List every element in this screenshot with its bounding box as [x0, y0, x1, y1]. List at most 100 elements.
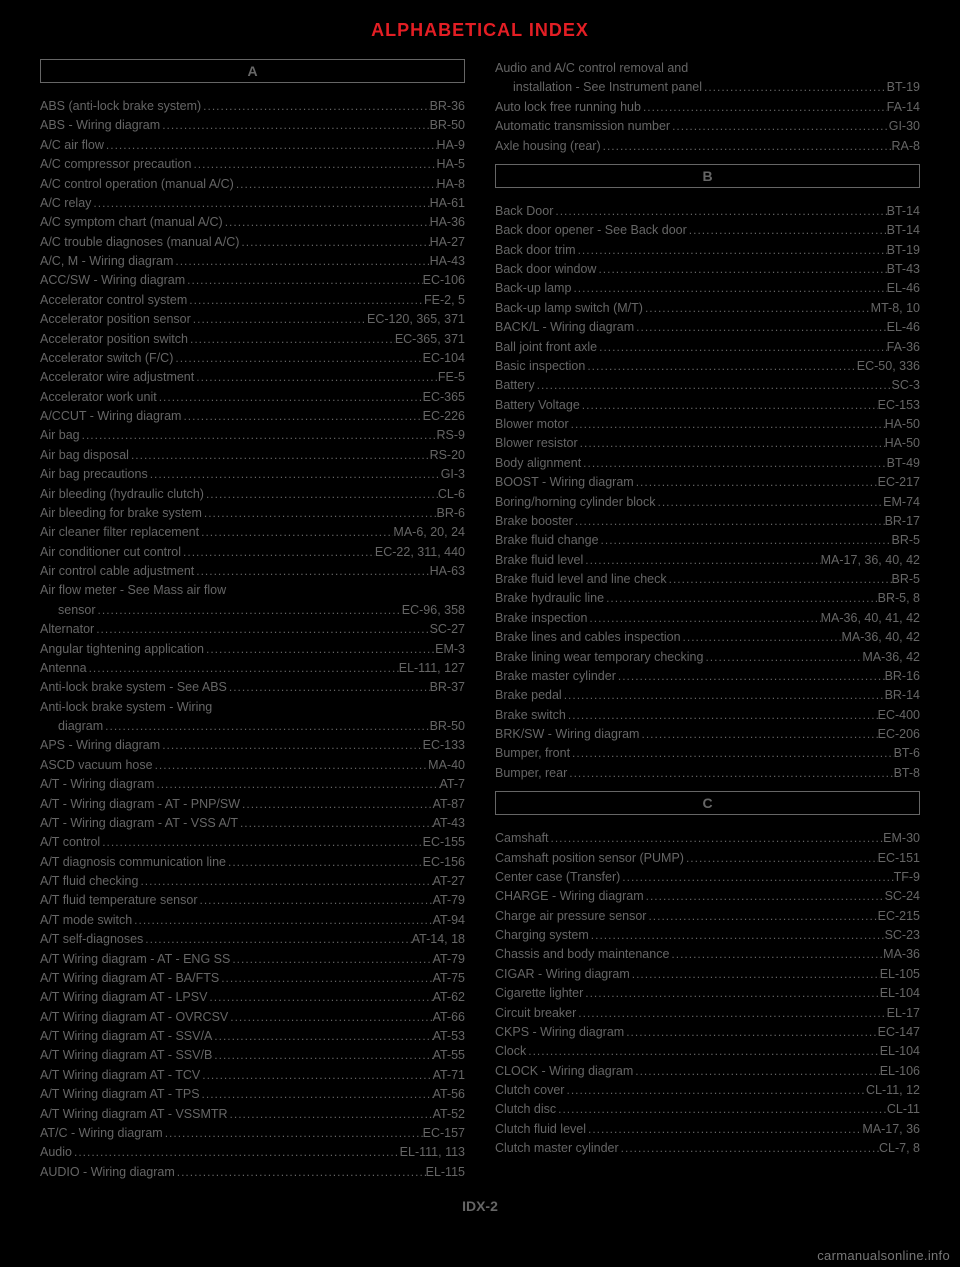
- index-entry-label: Air bag: [40, 426, 80, 445]
- index-entry-page: BT-8: [894, 764, 920, 783]
- index-entry-page: SC-23: [885, 926, 920, 945]
- index-entry-page: EC-365, 371: [395, 330, 465, 349]
- index-entry: Center case (Transfer)..................…: [495, 868, 920, 887]
- index-entry-page: AT-79: [433, 950, 465, 969]
- index-entry: Clutch cover............................…: [495, 1081, 920, 1100]
- index-entry-page: AT-66: [433, 1008, 465, 1027]
- index-entry: A/C control operation (manual A/C)......…: [40, 175, 465, 194]
- index-entry-page: EC-400: [878, 706, 920, 725]
- leader-dots: ........................................…: [191, 310, 367, 329]
- leader-dots: ........................................…: [562, 686, 885, 705]
- index-entry-label: CKPS - Wiring diagram: [495, 1023, 624, 1042]
- index-entry-label: A/T Wiring diagram AT - TCV: [40, 1066, 200, 1085]
- leader-dots: ........................................…: [223, 213, 430, 232]
- leader-dots: ........................................…: [100, 833, 422, 852]
- leader-dots: ........................................…: [188, 330, 395, 349]
- index-entry: A/T - Wiring diagram....................…: [40, 775, 465, 794]
- index-entry-label: Audio and A/C control removal and: [495, 59, 688, 78]
- leader-dots: ........................................…: [616, 667, 885, 686]
- index-entry-page: CL-11, 12: [866, 1081, 920, 1100]
- index-entry-label: Air bleeding for brake system: [40, 504, 202, 523]
- index-entry-label: ACC/SW - Wiring diagram: [40, 271, 185, 290]
- index-entry-label: Back door trim: [495, 241, 576, 260]
- index-entry: Brake switch............................…: [495, 706, 920, 725]
- index-entry: Brake booster...........................…: [495, 512, 920, 531]
- leader-dots: ........................................…: [87, 659, 399, 678]
- index-entry: Brake fluid level and line check........…: [495, 570, 920, 589]
- index-entry: Circuit breaker.........................…: [495, 1004, 920, 1023]
- page: ALPHABETICAL INDEX A ABS (anti-lock brak…: [0, 0, 960, 1242]
- index-entry-page: EC-104: [423, 349, 465, 368]
- index-entry: Air cleaner filter replacement..........…: [40, 523, 465, 542]
- leader-dots: ........................................…: [624, 1023, 877, 1042]
- index-entry: Accelerator work unit...................…: [40, 388, 465, 407]
- index-entry-label: Brake fluid level and line check: [495, 570, 667, 589]
- leader-dots: ........................................…: [104, 136, 437, 155]
- index-entry-page: HA-43: [430, 252, 465, 271]
- index-entry-label: APS - Wiring diagram: [40, 736, 160, 755]
- leader-dots: ........................................…: [586, 1120, 862, 1139]
- leader-dots: ........................................…: [597, 338, 887, 357]
- index-entry-page: BT-14: [887, 221, 920, 240]
- index-entry-label: A/T - Wiring diagram: [40, 775, 154, 794]
- leader-dots: ........................................…: [219, 969, 432, 988]
- leader-dots: ........................................…: [646, 907, 877, 926]
- index-entry: AT/C - Wiring diagram...................…: [40, 1124, 465, 1143]
- index-entry-page: EL-104: [880, 984, 920, 1003]
- leader-dots: ........................................…: [585, 357, 856, 376]
- index-entry: A/T self-diagnoses......................…: [40, 930, 465, 949]
- index-entry-label: A/T Wiring diagram - AT - ENG SS: [40, 950, 230, 969]
- index-entry: Brake lining wear temporary checking....…: [495, 648, 920, 667]
- index-entry: Back-up lamp switch (M/T)...............…: [495, 299, 920, 318]
- leader-dots: ........................................…: [207, 988, 432, 1007]
- index-entry-page: EM-74: [883, 493, 920, 512]
- index-entry: A/T Wiring diagram AT - TPS.............…: [40, 1085, 465, 1104]
- index-entry-label: Back Door: [495, 202, 553, 221]
- index-entry-label: Battery Voltage: [495, 396, 580, 415]
- index-entry-label: Air flow meter - See Mass air flow: [40, 581, 226, 600]
- index-entry-page: HA-63: [430, 562, 465, 581]
- footer-source: carmanualsonline.info: [0, 1242, 960, 1267]
- index-entry-page: AT-55: [433, 1046, 465, 1065]
- leader-dots: ........................................…: [132, 911, 432, 930]
- index-entry: Charging system.........................…: [495, 926, 920, 945]
- index-entry-page: GI-3: [441, 465, 465, 484]
- index-entry-label: Accelerator position switch: [40, 330, 188, 349]
- leader-dots: ........................................…: [564, 1081, 866, 1100]
- leader-dots: ........................................…: [526, 1042, 879, 1061]
- index-entry-label: Back door window: [495, 260, 596, 279]
- leader-dots: ........................................…: [580, 396, 878, 415]
- index-entry-label: A/T mode switch: [40, 911, 132, 930]
- index-entry-label: Air bag precautions: [40, 465, 148, 484]
- index-entry: Air bleeding for brake system...........…: [40, 504, 465, 523]
- leader-dots: ........................................…: [185, 271, 422, 290]
- index-entry-label: Brake switch: [495, 706, 566, 725]
- index-entry: Audio...................................…: [40, 1143, 465, 1162]
- leader-dots: ........................................…: [200, 1085, 433, 1104]
- index-entry-label: Back-up lamp switch (M/T): [495, 299, 643, 318]
- leader-dots: ........................................…: [702, 78, 887, 97]
- leader-dots: ........................................…: [535, 376, 892, 395]
- index-entry-label: Chassis and body maintenance: [495, 945, 669, 964]
- leader-dots: ........................................…: [667, 570, 892, 589]
- index-entry-label: Back door opener - See Back door: [495, 221, 687, 240]
- index-entry-label: Clutch cover: [495, 1081, 564, 1100]
- index-entry: Clutch fluid level......................…: [495, 1120, 920, 1139]
- index-entry-label: Brake booster: [495, 512, 573, 531]
- index-entry-label: Circuit breaker: [495, 1004, 576, 1023]
- leader-dots: ........................................…: [687, 221, 887, 240]
- index-entry-page: AT-27: [433, 872, 465, 891]
- leader-dots: ........................................…: [581, 454, 886, 473]
- index-entry-page: AT-14, 18: [412, 930, 465, 949]
- index-entry: APS - Wiring diagram....................…: [40, 736, 465, 755]
- index-entry-label: Angular tightening application: [40, 640, 204, 659]
- index-entry-page: HA-9: [437, 136, 465, 155]
- index-entry: Air flow meter - See Mass air flow: [40, 581, 465, 600]
- index-entry-label: Camshaft: [495, 829, 549, 848]
- index-entry-label: Basic inspection: [495, 357, 585, 376]
- index-entry: A/T Wiring diagram AT - LPSV............…: [40, 988, 465, 1007]
- index-entry-label: A/C relay: [40, 194, 91, 213]
- index-entry-page: MA-36, 40, 41, 42: [821, 609, 920, 628]
- index-entry-label: Accelerator wire adjustment: [40, 368, 194, 387]
- index-entry-label: Accelerator position sensor: [40, 310, 191, 329]
